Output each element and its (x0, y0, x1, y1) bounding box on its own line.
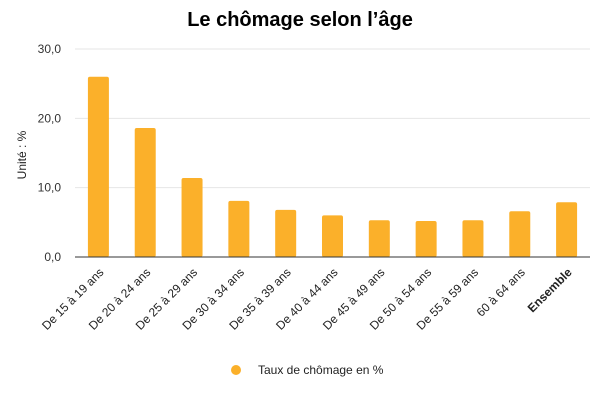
y-axis-label: Unité : % (15, 130, 29, 179)
y-axis-ticks: 0,0 10,0 20,0 30,0 (38, 42, 62, 264)
bars (87, 76, 578, 257)
y-tick-label: 20,0 (38, 111, 62, 125)
legend: Taux de chômage en % (231, 363, 384, 377)
x-tick-label: Ensemble (525, 265, 575, 315)
chart-title: Le chômage selon l’âge (187, 9, 413, 31)
bar (275, 209, 297, 257)
bar (322, 215, 343, 257)
bar (368, 220, 390, 257)
bar (462, 220, 484, 257)
legend-swatch (231, 365, 241, 375)
y-tick-label: 10,0 (38, 181, 62, 195)
bar (228, 200, 250, 257)
bar (181, 177, 203, 257)
bar (415, 220, 437, 257)
bar (556, 202, 578, 257)
y-tick-label: 0,0 (44, 250, 61, 264)
legend-label: Taux de chômage en % (258, 363, 384, 377)
x-tick-label: 60 à 64 ans (474, 265, 528, 319)
gridlines (75, 48, 590, 189)
y-tick-label: 30,0 (38, 42, 62, 56)
bar (509, 211, 531, 257)
bar (87, 76, 109, 257)
bar (134, 128, 156, 257)
